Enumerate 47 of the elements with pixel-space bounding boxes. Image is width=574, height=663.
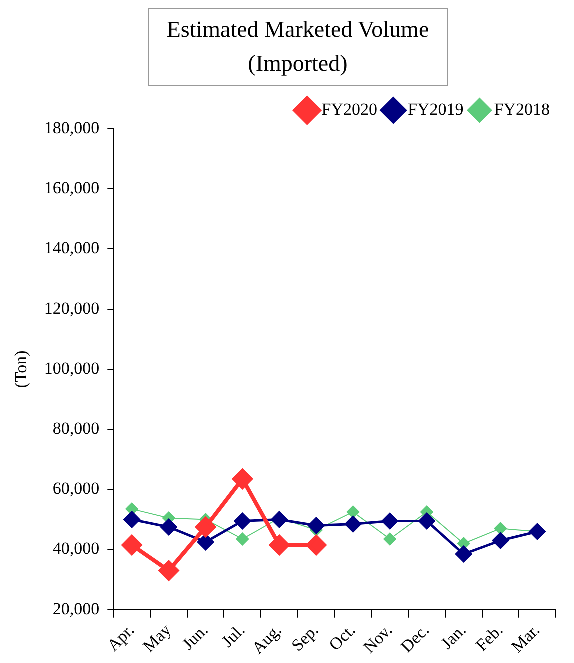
point — [122, 535, 142, 556]
x-tick-label: Apr. — [104, 620, 138, 656]
point — [160, 518, 178, 536]
y-tick-label: 120,000 — [44, 298, 100, 318]
point — [345, 516, 362, 532]
chart-title: Estimated Marketed Volume (Imported) — [148, 8, 448, 86]
x-tick-label: Nov. — [360, 620, 396, 658]
x-tick-label: Jul. — [218, 620, 249, 652]
y-tick-label: 20,000 — [52, 599, 100, 618]
y-tick-label: 40,000 — [52, 539, 100, 558]
x-tick-label: Mar. — [508, 620, 544, 656]
point — [234, 512, 251, 530]
y-tick-label: 140,000 — [44, 238, 100, 258]
legend-label: FY2019 — [408, 100, 464, 119]
point — [384, 532, 397, 546]
x-tick-label: May — [139, 620, 176, 656]
point — [308, 517, 325, 534]
point — [232, 469, 253, 490]
point — [236, 532, 250, 546]
x-tick-label: Oct. — [325, 620, 360, 654]
point — [494, 522, 508, 536]
point — [492, 532, 509, 549]
x-tick-label: Aug. — [248, 620, 286, 658]
point — [158, 560, 179, 581]
point — [346, 506, 360, 519]
point — [196, 517, 216, 538]
point — [270, 535, 290, 556]
point — [418, 512, 436, 530]
point — [382, 512, 398, 530]
point — [271, 511, 288, 528]
point — [198, 534, 214, 550]
x-tick-label: Sep. — [288, 620, 322, 656]
point — [456, 546, 472, 563]
x-tick-label: Feb. — [472, 620, 507, 656]
point — [306, 535, 326, 556]
y-tick-label: 160,000 — [44, 178, 100, 198]
point — [124, 511, 140, 528]
y-tick-label: 80,000 — [52, 419, 100, 438]
y-tick-label: 100,000 — [44, 358, 100, 378]
legend-label: FY2018 — [494, 100, 550, 119]
x-tick-label: Jun. — [178, 620, 212, 654]
y-tick-label: 180,000 — [44, 118, 100, 138]
x-tick-label: Jan. — [437, 620, 470, 654]
y-tick-label: 60,000 — [52, 479, 100, 498]
y-axis-title: (Ton) — [12, 350, 31, 388]
x-tick-label: Dec. — [397, 620, 433, 656]
legend-label: FY2020 — [322, 100, 378, 119]
